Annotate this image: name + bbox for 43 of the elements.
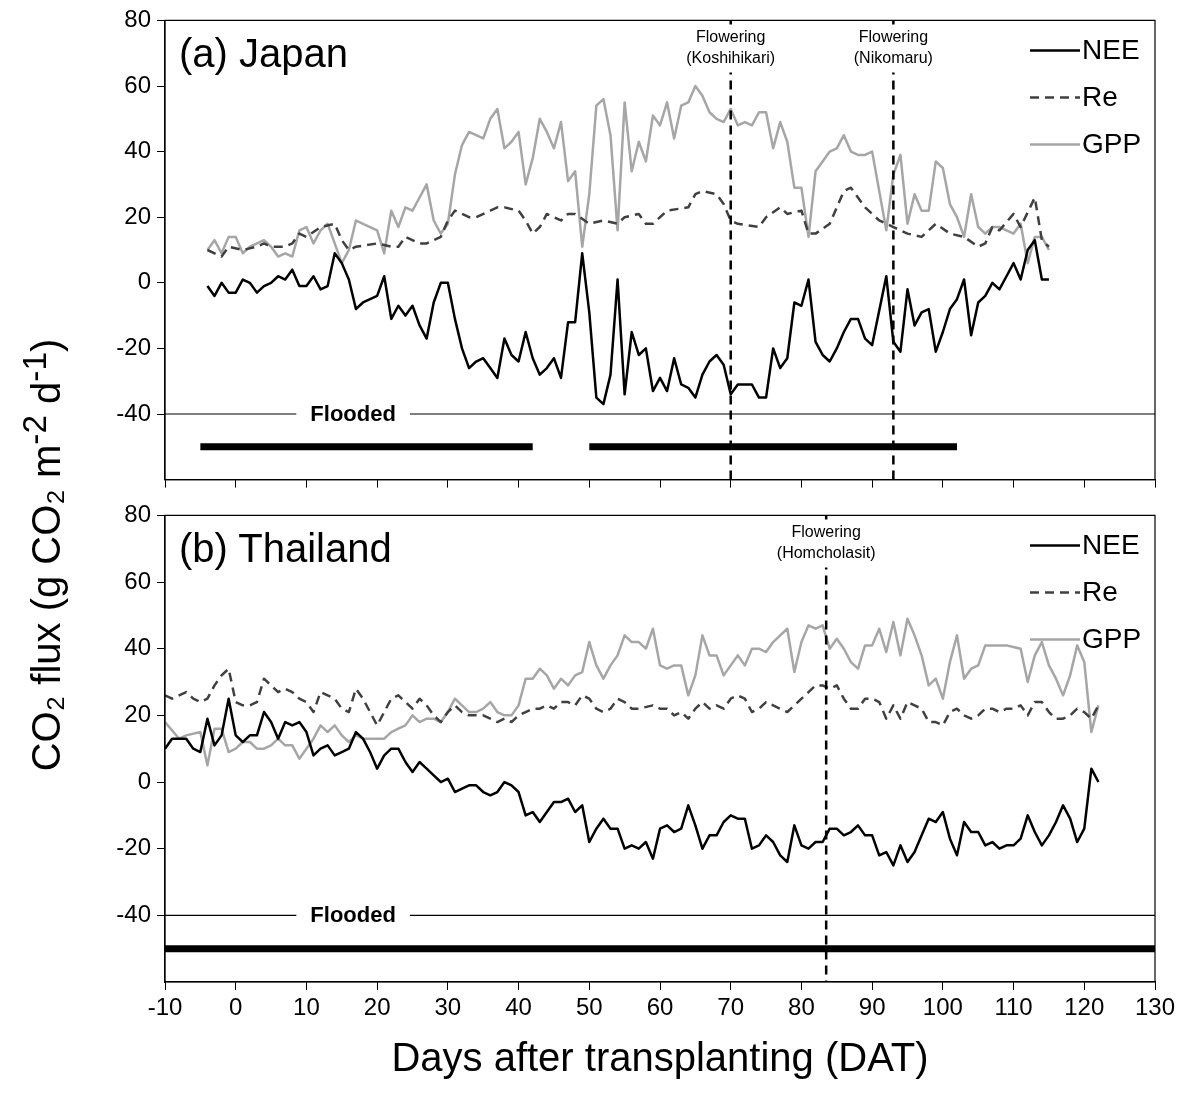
y-tick-label: 20 — [124, 700, 151, 727]
y-tick-label: 40 — [124, 633, 151, 661]
y-tick-label: -40 — [116, 398, 151, 426]
x-tick-label: 30 — [434, 993, 462, 1021]
x-tick-label: 20 — [363, 993, 391, 1021]
y-tick-label: 40 — [124, 136, 151, 164]
y-tick-label: -20 — [116, 333, 151, 361]
x-tick-label: 90 — [858, 993, 886, 1021]
ref-line-label: Flowering (Nikomaru) — [853, 27, 933, 66]
ref-line-label: Flooded — [310, 401, 396, 427]
y-tick-label: 80 — [124, 500, 151, 528]
legend-label: Re — [1082, 81, 1118, 113]
legend-label: GPP — [1082, 623, 1142, 655]
x-tick-label: 10 — [293, 993, 320, 1021]
y-tick-label: 60 — [124, 70, 151, 98]
y-tick-label: 20 — [124, 201, 151, 229]
x-tick-label: 130 — [1134, 993, 1176, 1021]
x-axis-title: Days after transplanting (DAT) — [391, 1035, 929, 1080]
ref-line-label: Flowering (Koshihikari) — [686, 27, 776, 66]
x-tick-label: 50 — [575, 993, 603, 1021]
ref-line-label: Flowering (Homcholasit) — [776, 522, 876, 561]
x-tick-label: 0 — [229, 993, 243, 1021]
x-tick-label: 40 — [505, 993, 532, 1021]
y-tick-label: 0 — [137, 267, 151, 295]
chart-title: (b) Thailand — [179, 526, 392, 571]
x-tick-label: 70 — [717, 993, 745, 1021]
chart-title: (a) Japan — [179, 31, 348, 76]
x-tick-label: 80 — [788, 993, 815, 1021]
y-tick-label: -40 — [116, 899, 151, 927]
y-tick-label: -20 — [116, 833, 151, 861]
y-tick-label: 60 — [124, 566, 151, 594]
legend-label: Re — [1082, 576, 1118, 608]
x-tick-label: 120 — [1064, 993, 1105, 1021]
legend-label: NEE — [1082, 529, 1140, 561]
x-tick-label: 100 — [922, 993, 963, 1021]
x-tick-label: 60 — [646, 993, 674, 1021]
legend-label: NEE — [1082, 34, 1140, 66]
legend-label: GPP — [1082, 128, 1142, 160]
y-tick-label: 0 — [137, 766, 151, 794]
y-tick-label: 80 — [124, 5, 151, 33]
ref-line-label: Flooded — [310, 902, 396, 928]
x-tick-label: 110 — [994, 993, 1033, 1021]
x-tick-label: -10 — [147, 993, 183, 1021]
